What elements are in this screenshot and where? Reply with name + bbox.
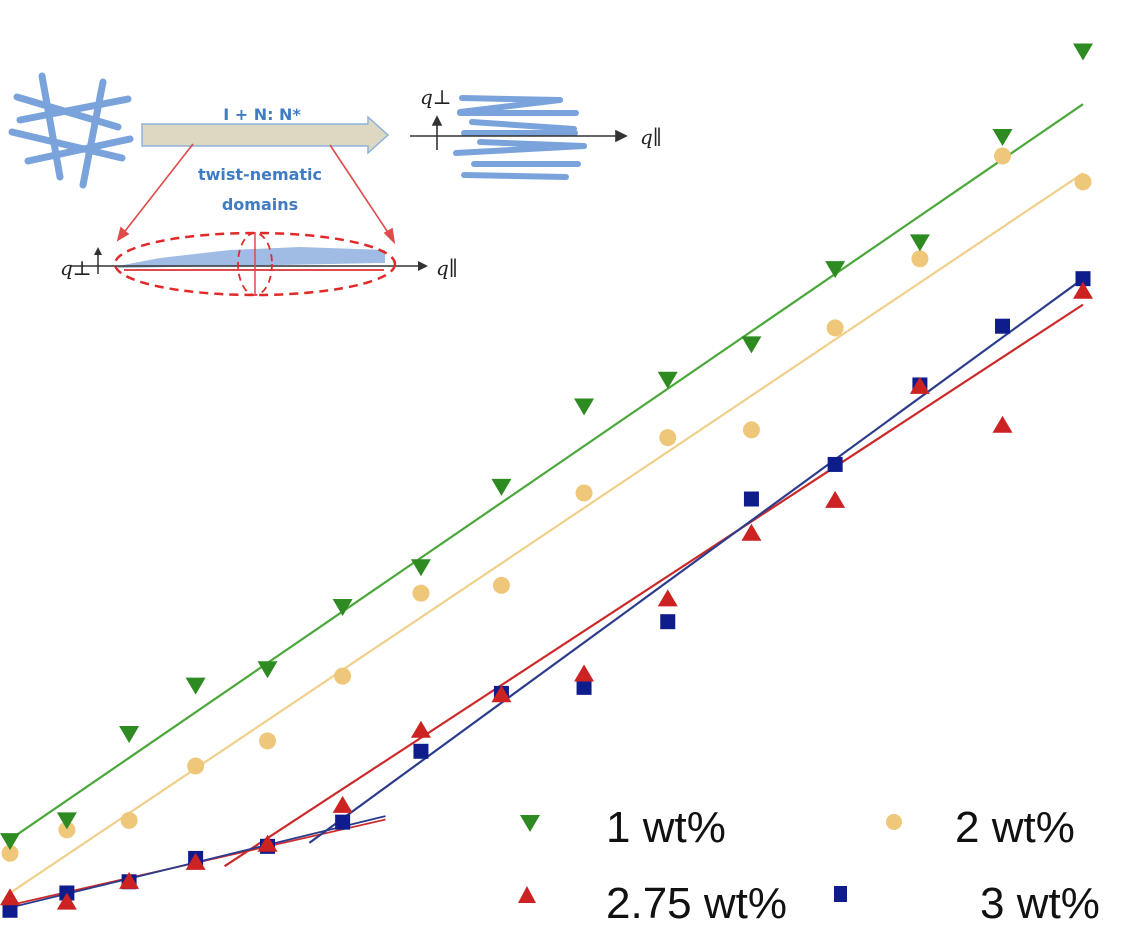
q-perp-label-right: q⊥ bbox=[420, 85, 452, 109]
data-point-1wt bbox=[909, 234, 930, 252]
data-point-2wt bbox=[492, 576, 510, 594]
data-point-2wt bbox=[911, 250, 929, 268]
data-point-1wt bbox=[657, 371, 678, 389]
data-point-275wt bbox=[909, 376, 930, 394]
data-point-3wt bbox=[1075, 271, 1091, 287]
data-point-2wt bbox=[1074, 173, 1092, 191]
data-point-3wt bbox=[827, 456, 843, 472]
domain-label-line1: twist-nematic bbox=[198, 165, 322, 184]
data-point-1wt bbox=[741, 336, 762, 354]
data-point-2wt bbox=[120, 811, 138, 829]
data-point-1wt bbox=[257, 661, 278, 679]
legend-label-275wt: 2.75 wt% bbox=[606, 879, 787, 928]
q-par-label-right: q∥ bbox=[640, 125, 662, 149]
data-point-3wt bbox=[413, 743, 429, 759]
domain-ellipse bbox=[70, 231, 428, 297]
data-point-2wt bbox=[1, 844, 19, 862]
data-point-275wt bbox=[257, 834, 278, 852]
data-point-2wt bbox=[994, 147, 1012, 165]
legend-label-1wt: 1 wt% bbox=[606, 803, 726, 852]
data-point-1wt bbox=[119, 726, 140, 744]
legend-marker-1wt bbox=[520, 815, 540, 832]
fit-line-2wt bbox=[9, 172, 1084, 894]
data-point-1wt bbox=[56, 812, 77, 830]
aligned-rods-icon bbox=[453, 95, 587, 180]
data-point-1wt bbox=[574, 398, 595, 416]
data-point-275wt bbox=[56, 892, 77, 910]
data-point-275wt bbox=[491, 685, 512, 703]
data-point-2wt bbox=[259, 732, 277, 750]
data-point-3wt bbox=[576, 679, 592, 695]
inset-schematic: I + N: N* twist-nematic domains q⊥ bbox=[8, 72, 662, 297]
legend-marker-2wt bbox=[886, 814, 902, 830]
data-point-1wt bbox=[1073, 43, 1093, 61]
data-point-275wt bbox=[119, 871, 140, 889]
data-point-1wt bbox=[0, 833, 20, 851]
legend-marker-275wt bbox=[518, 886, 536, 903]
data-point-275wt bbox=[1073, 281, 1093, 299]
domain-label-line2: domains bbox=[222, 195, 298, 214]
data-point-275wt bbox=[657, 589, 678, 607]
zoom-arrows bbox=[116, 143, 396, 245]
data-point-2wt bbox=[334, 667, 352, 685]
data-point-1wt bbox=[992, 128, 1013, 146]
data-point-1wt bbox=[825, 261, 846, 279]
data-point-3wt bbox=[2, 902, 18, 918]
data-point-275wt bbox=[185, 852, 206, 870]
isotropic-rods-icon bbox=[8, 72, 134, 189]
data-point-275wt bbox=[332, 795, 353, 813]
q-axes-right bbox=[410, 115, 628, 150]
q-par-label-left: q∥ bbox=[436, 256, 458, 280]
fit-line-1wt bbox=[9, 103, 1084, 841]
fit-lines bbox=[9, 103, 1084, 909]
data-point-275wt bbox=[410, 720, 431, 738]
data-point-1wt bbox=[491, 478, 512, 496]
data-point-1wt bbox=[185, 677, 206, 695]
data-point-2wt bbox=[659, 429, 677, 447]
data-point-2wt bbox=[58, 821, 76, 839]
data-point-275wt bbox=[992, 415, 1013, 433]
data-point-275wt bbox=[0, 888, 20, 906]
data-point-2wt bbox=[742, 421, 760, 439]
data-point-2wt bbox=[412, 584, 430, 602]
data-point-275wt bbox=[741, 523, 762, 541]
data-markers bbox=[0, 43, 1093, 918]
transition-arrow bbox=[141, 115, 390, 155]
data-point-1wt bbox=[332, 599, 353, 617]
data-point-3wt bbox=[743, 491, 759, 507]
legend-label-3wt: 3 wt% bbox=[980, 879, 1100, 928]
data-point-3wt bbox=[335, 814, 351, 830]
data-point-275wt bbox=[825, 490, 846, 508]
arrow-label: I + N: N* bbox=[223, 105, 301, 124]
data-point-1wt bbox=[410, 559, 431, 577]
legend-marker-3wt bbox=[834, 886, 847, 902]
data-point-275wt bbox=[574, 664, 595, 682]
data-point-2wt bbox=[826, 319, 844, 337]
fit-line-high-3wt bbox=[308, 277, 1084, 844]
legend-label-2wt: 2 wt% bbox=[955, 803, 1075, 852]
data-point-2wt bbox=[575, 484, 593, 502]
data-point-3wt bbox=[660, 614, 676, 630]
data-point-2wt bbox=[187, 757, 205, 775]
legend: 1 wt% 2 wt% 2.75 wt% 3 wt% bbox=[518, 803, 1100, 928]
q-perp-label-left: q⊥ bbox=[60, 256, 92, 280]
fit-line-high-275wt bbox=[223, 303, 1084, 868]
data-point-3wt bbox=[995, 318, 1011, 334]
